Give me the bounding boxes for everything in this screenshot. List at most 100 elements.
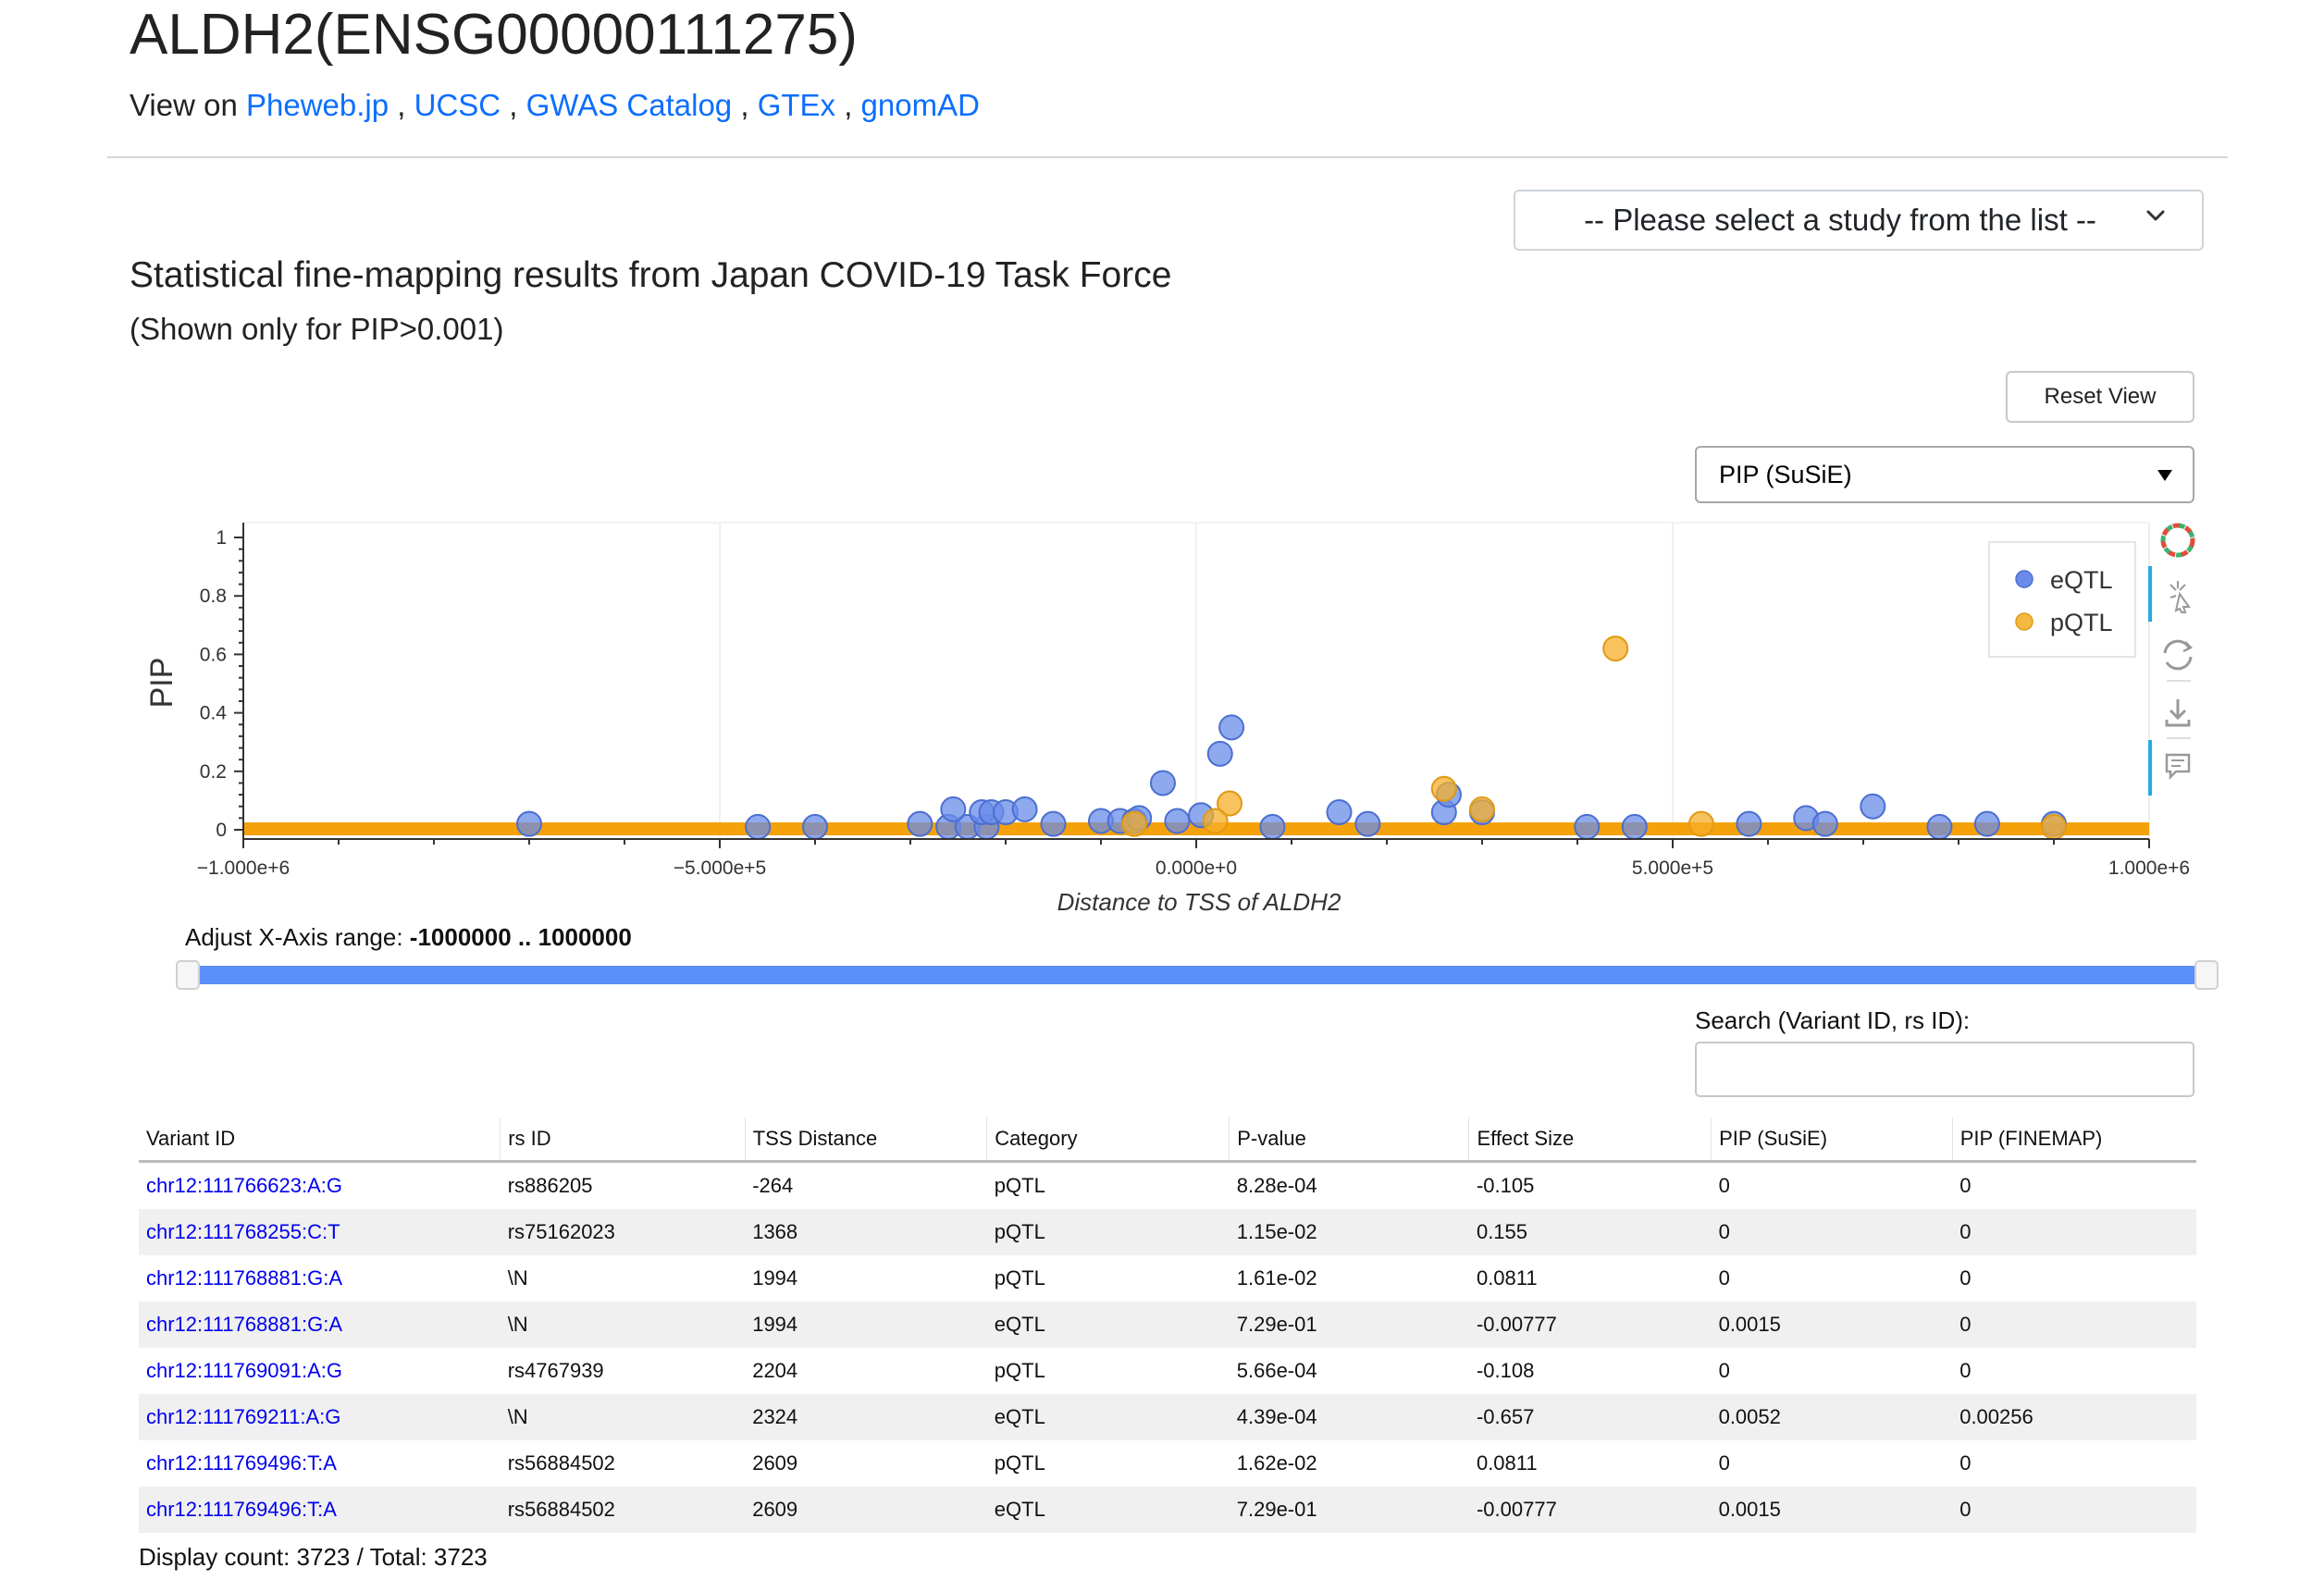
table-cell: 0	[1959, 1220, 1972, 1243]
link-gnomad[interactable]: gnomAD	[860, 88, 980, 122]
table-cell: eQTL	[994, 1498, 1045, 1521]
x-range-label: Adjust X-Axis range: -1000000 .. 1000000	[185, 923, 632, 952]
table-cell: rs56884502	[507, 1498, 615, 1521]
variant-link[interactable]: chr12:111769211:A:G	[146, 1405, 341, 1428]
table-cell: 2609	[752, 1498, 798, 1521]
variant-link[interactable]: chr12:111769091:A:G	[146, 1359, 343, 1382]
x-axis: −1.000e+6 −5.000e+5 0.000e+0 5.000e+5 1.000e…	[197, 838, 2190, 879]
variant-link[interactable]: chr12:111766623:A:G	[146, 1174, 343, 1197]
eqtl-point	[1259, 813, 1286, 840]
table-cell: pQTL	[994, 1266, 1045, 1290]
pip-scatter-plot[interactable]: −1.000e+6 −5.000e+5 0.000e+0 5.000e+5 1.000e…	[0, 0, 2324, 925]
table-cell: 0.0811	[1476, 1266, 1538, 1290]
table-cell[interactable]: chr12:111768881:G:A	[139, 1302, 501, 1348]
eqtl-point	[940, 796, 967, 822]
x-range-slider-handle-end[interactable]	[2194, 960, 2219, 990]
section-subtitle: (Shown only for PIP>0.001)	[130, 312, 504, 346]
table-cell: -0.108	[1476, 1359, 1535, 1382]
x-range-slider-handle-start[interactable]	[176, 960, 200, 990]
metric-select[interactable]: PIP (SuSiE)	[1695, 446, 2194, 503]
separator: ,	[844, 88, 853, 122]
legend-eqtl-swatch	[2015, 570, 2034, 588]
table-cell: 0	[1959, 1451, 1972, 1475]
table-body: chr12:111766623:A:G rs886205 -264 pQTL 8.28e…	[139, 1162, 2196, 1533]
table-cell[interactable]: chr12:111769091:A:G	[139, 1348, 501, 1394]
table-row: chr12:111769211:A:G \N 2324 eQTL 4.39e-04 -0.…	[139, 1394, 2196, 1440]
column-header[interactable]: Variant ID	[139, 1117, 501, 1163]
variant-link[interactable]: chr12:111769496:T:A	[146, 1451, 337, 1475]
study-select-value: -- Please select a study from the list -…	[1584, 203, 2096, 237]
eqtl-point	[1164, 808, 1191, 834]
link-pheweb[interactable]: Pheweb.jp	[245, 88, 389, 122]
column-header[interactable]: TSS Distance	[745, 1117, 988, 1163]
x-range-slider-track[interactable]	[185, 966, 2198, 984]
table-cell: 0	[1959, 1266, 1972, 1290]
table-cell: rs886205	[507, 1174, 593, 1197]
table-cell[interactable]: chr12:111768255:C:T	[139, 1209, 501, 1255]
hover-icon[interactable]	[2165, 753, 2191, 781]
variant-link[interactable]: chr12:111769496:T:A	[146, 1498, 337, 1521]
eqtl-point	[745, 813, 772, 840]
plot-toolbar	[2148, 523, 2195, 796]
active-tool-indicator	[2148, 740, 2152, 796]
table-cell[interactable]: chr12:111768881:G:A	[139, 1255, 501, 1302]
bokeh-logo-icon[interactable]	[2160, 523, 2195, 558]
column-header[interactable]: PIP (SuSiE)	[1711, 1117, 1953, 1163]
column-header[interactable]: Category	[986, 1117, 1230, 1163]
eqtl-point	[1811, 810, 1838, 837]
table-cell: 7.29e-01	[1236, 1498, 1317, 1521]
link-ucsc[interactable]: UCSC	[414, 88, 501, 122]
y-tick-label: 0	[216, 820, 227, 841]
eqtl-point	[1354, 810, 1381, 837]
save-icon[interactable]	[2165, 699, 2191, 727]
link-gtex[interactable]: GTEx	[757, 88, 836, 122]
table-cell: 2609	[752, 1451, 798, 1475]
variant-link[interactable]: chr12:111768255:C:T	[146, 1220, 340, 1243]
table-cell[interactable]: chr12:111769496:T:A	[139, 1440, 501, 1487]
table-row: chr12:111769496:T:A rs56884502 2609 pQTL 1.6…	[139, 1440, 2196, 1487]
table-cell: 0.0811	[1476, 1451, 1538, 1475]
table-cell[interactable]: chr12:111769496:T:A	[139, 1487, 501, 1533]
study-select[interactable]: -- Please select a study from the list -…	[1514, 190, 2204, 251]
variant-link[interactable]: chr12:111768881:G:A	[146, 1313, 343, 1336]
x-tick-label: −1.000e+6	[197, 858, 290, 879]
table-row: chr12:111768255:C:T rs75162023 1368 pQTL 1.1…	[139, 1209, 2196, 1255]
eqtl-point	[1926, 813, 1953, 840]
separator: ,	[740, 88, 749, 122]
table-cell: rs56884502	[507, 1451, 615, 1475]
baseline-pqtl-band	[243, 822, 2149, 835]
table-cell: 1994	[752, 1266, 798, 1290]
column-header[interactable]: PIP (FINEMAP)	[1952, 1117, 2196, 1163]
eqtl-point	[1206, 740, 1233, 767]
section-title: Statistical fine-mapping results from Ja…	[130, 255, 1172, 295]
reset-view-button[interactable]: Reset View	[2006, 371, 2194, 423]
column-header[interactable]: P-value	[1229, 1117, 1470, 1163]
separator: ,	[397, 88, 406, 122]
column-header[interactable]: rs ID	[500, 1117, 746, 1163]
table-cell: 1368	[752, 1220, 798, 1243]
table-cell: pQTL	[994, 1174, 1045, 1197]
box-select-icon[interactable]	[2169, 581, 2191, 613]
table-cell: rs4767939	[507, 1359, 604, 1382]
table-cell: 0	[1718, 1174, 1730, 1197]
table-cell: pQTL	[994, 1220, 1045, 1243]
eqtl-point	[1860, 793, 1886, 820]
table-cell: 0	[1718, 1359, 1730, 1382]
x-tick-label: 5.000e+5	[1632, 858, 1713, 879]
table-cell: 4.39e-04	[1236, 1405, 1317, 1428]
search-input[interactable]	[1695, 1042, 2194, 1097]
table-cell: 7.29e-01	[1236, 1313, 1317, 1336]
link-gwas-catalog[interactable]: GWAS Catalog	[525, 88, 733, 122]
column-header[interactable]: Effect Size	[1468, 1117, 1712, 1163]
table-cell: 1.62e-02	[1236, 1451, 1317, 1475]
table-cell[interactable]: chr12:111769211:A:G	[139, 1394, 501, 1440]
table-cell: 1.61e-02	[1236, 1266, 1317, 1290]
table-cell: 0	[1959, 1498, 1972, 1521]
eqtl-point	[1011, 796, 1038, 822]
view-on-label: View on	[130, 88, 238, 122]
table-row: chr12:111766623:A:G rs886205 -264 pQTL 8.28e…	[139, 1162, 2196, 1210]
variant-link[interactable]: chr12:111768881:G:A	[146, 1266, 343, 1290]
table-cell[interactable]: chr12:111766623:A:G	[139, 1162, 501, 1210]
reset-icon[interactable]	[2163, 639, 2194, 671]
table-row: chr12:111769091:A:G rs4767939 2204 pQTL 5.66…	[139, 1348, 2196, 1394]
